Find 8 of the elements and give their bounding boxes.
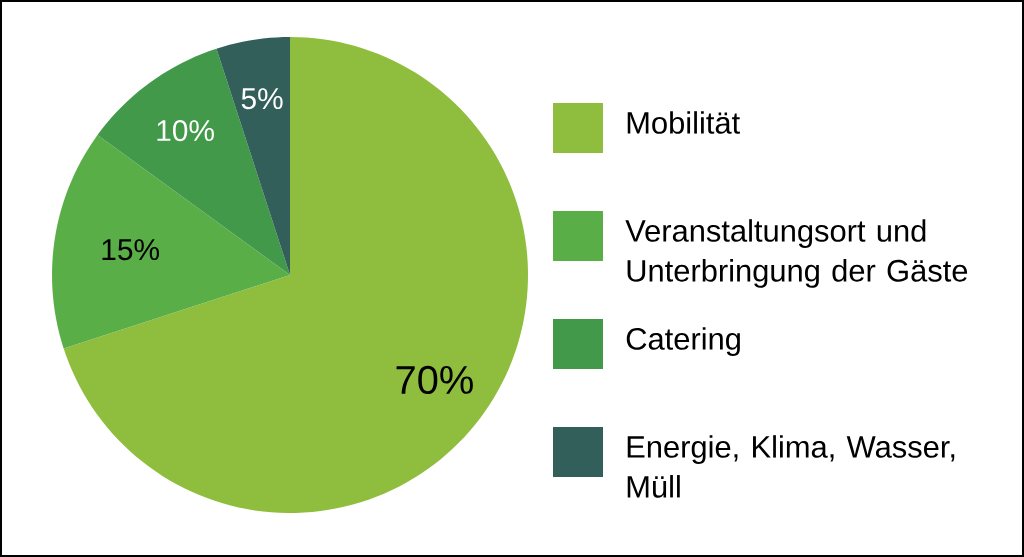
- data-label: 5%: [241, 88, 283, 110]
- legend-label: Mobilität: [627, 111, 740, 134]
- legend-label: Energie, Klima, Wasser, Müll: [627, 435, 955, 498]
- legend-label: Veranstaltungsort und Unterbringung der Gäste: [625, 219, 968, 288]
- data-label: 10%: [157, 119, 214, 142]
- legend-label: Catering: [626, 327, 740, 356]
- data-label: 70%: [396, 365, 473, 395]
- data-label: 15%: [102, 239, 160, 261]
